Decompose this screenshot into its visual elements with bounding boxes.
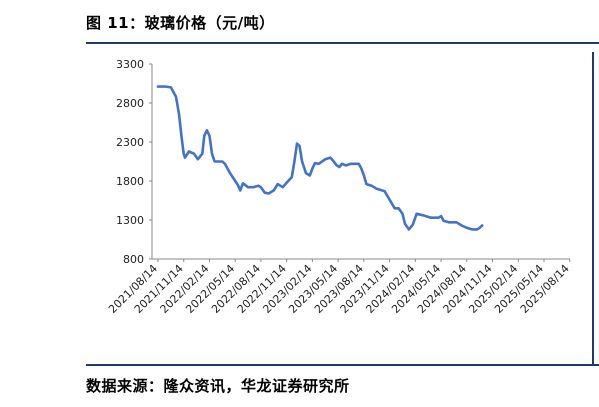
- figure-title: 图 11：玻璃价格（元/吨）: [86, 14, 275, 32]
- y-tick-label: 2800: [116, 97, 144, 110]
- y-tick-label: 1800: [116, 175, 144, 188]
- glass-price-series-line: [156, 85, 484, 231]
- top-rule: [86, 42, 599, 44]
- series-group: [156, 85, 484, 231]
- y-tick-label: 800: [123, 253, 144, 266]
- source-note: 数据来源：隆众资讯，华龙证券研究所: [86, 377, 350, 395]
- y-tick-label: 3300: [116, 58, 144, 71]
- y-tick-label: 1300: [116, 214, 144, 227]
- x-tick-labels: 2021/08/142021/11/142022/02/142022/05/14…: [106, 259, 572, 316]
- bottom-rule: [86, 364, 599, 366]
- chart-axes: [151, 64, 570, 260]
- y-tick-label: 2300: [116, 136, 144, 149]
- y-tick-labels: 3300 2800 2300 1800 1300 800: [116, 58, 152, 266]
- frame-right-edge: [592, 52, 594, 364]
